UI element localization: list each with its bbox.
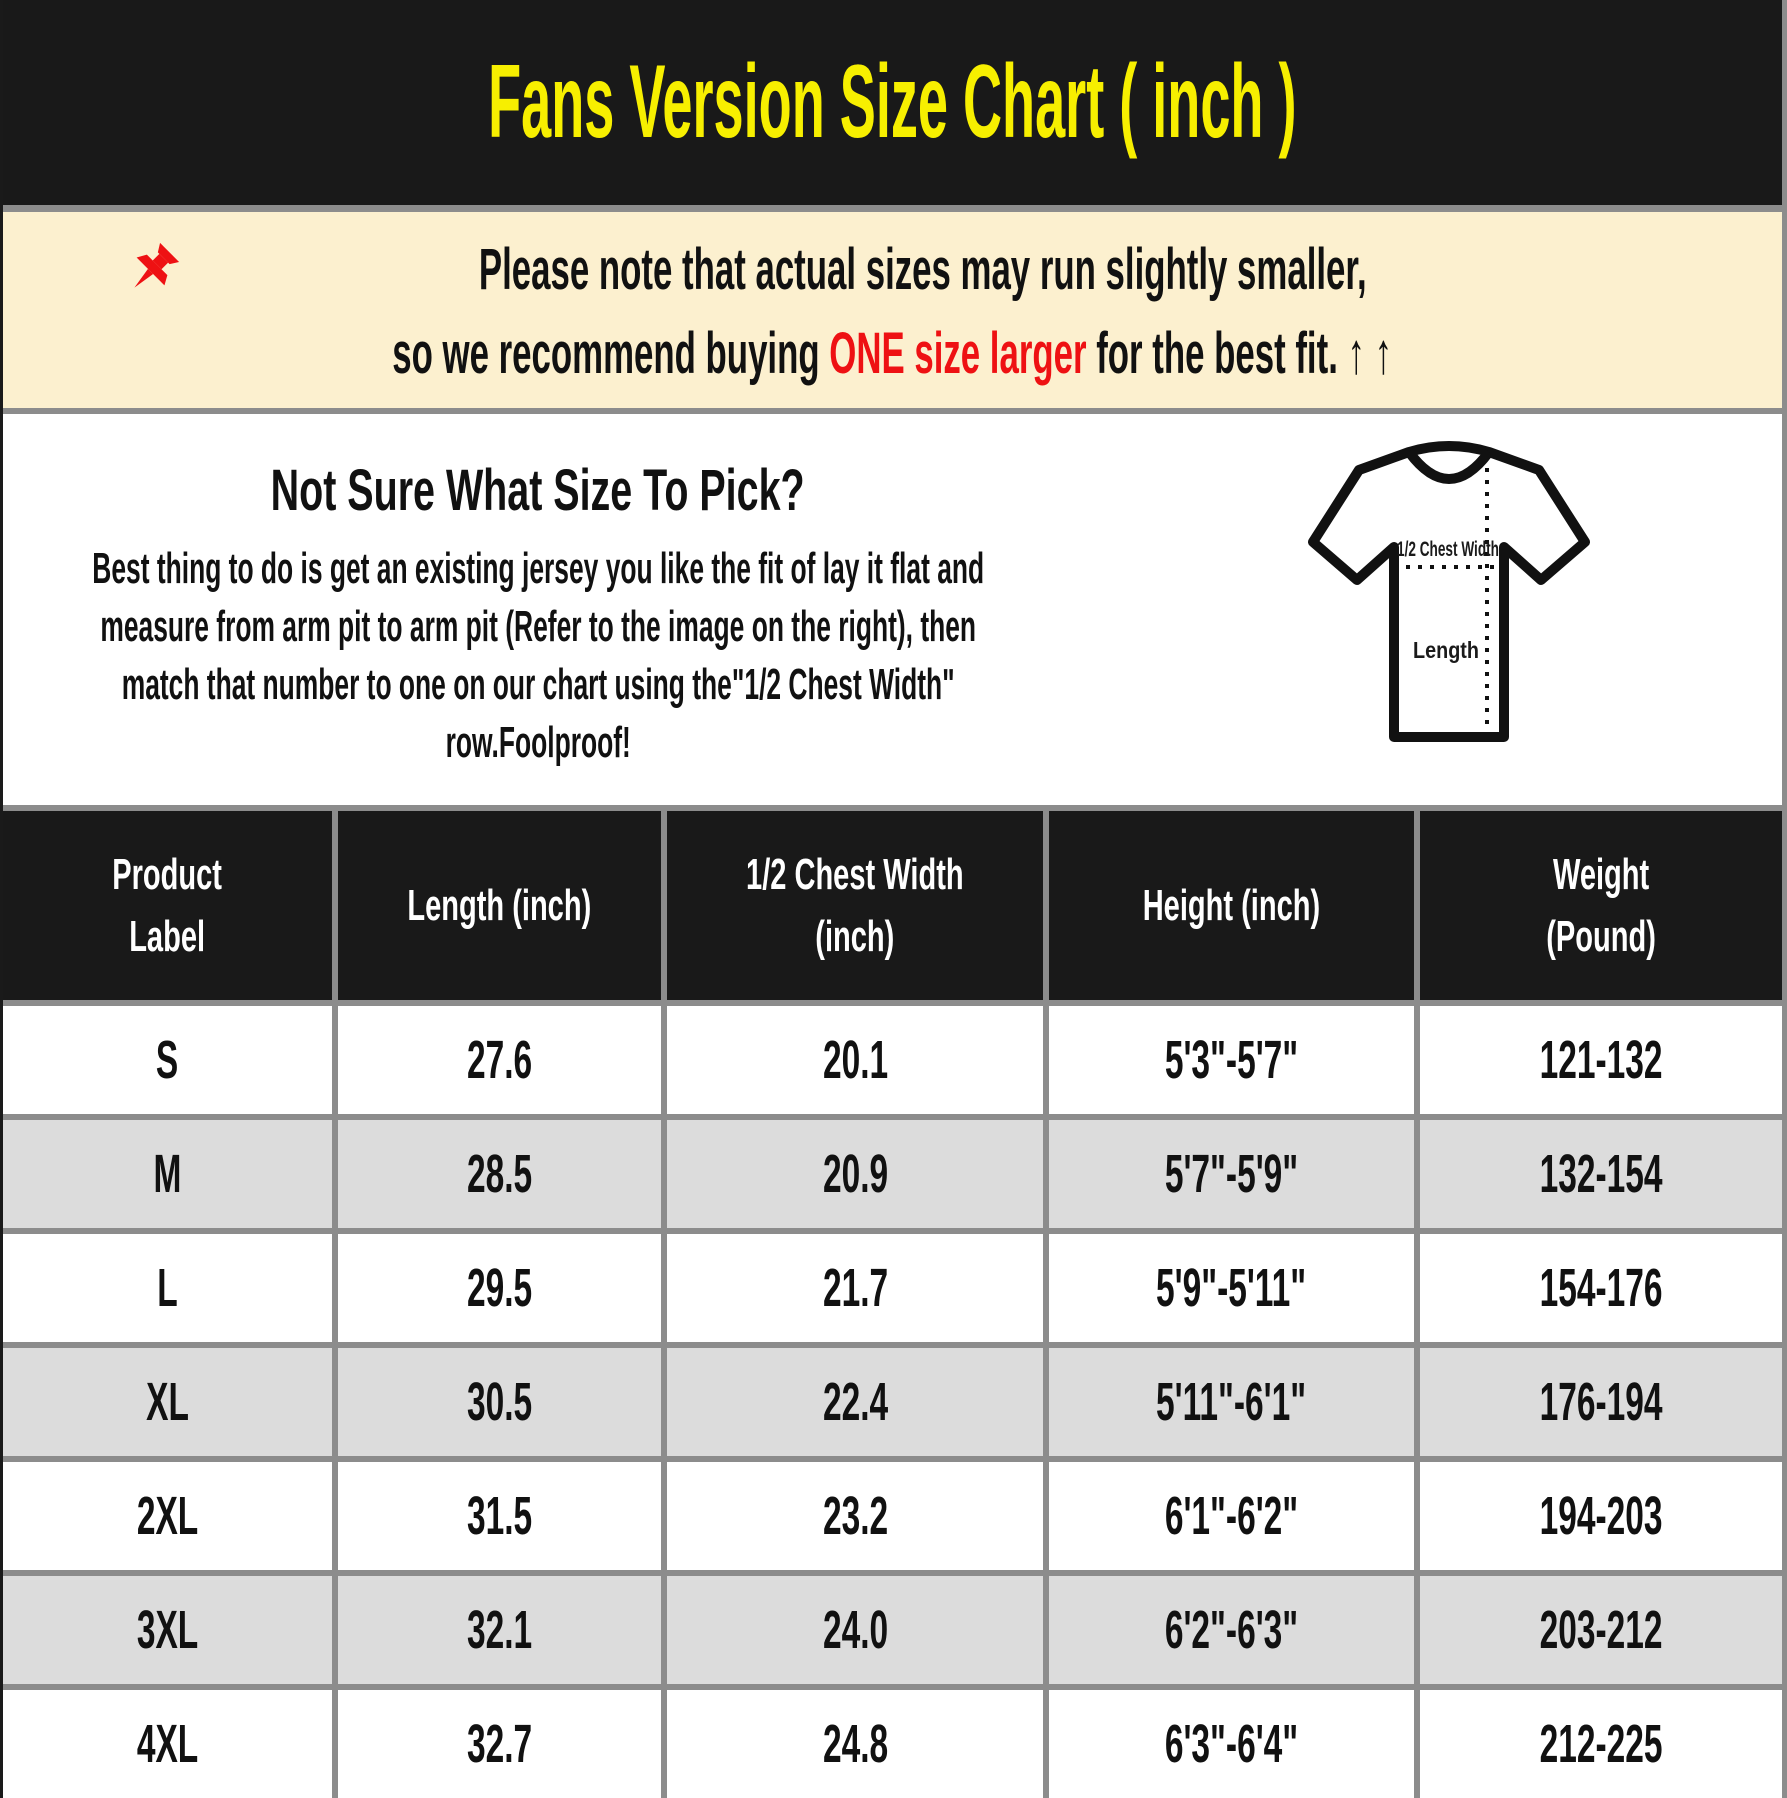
highlight-one-size-larger: ONE size larger: [829, 321, 1087, 386]
guide-heading: Not Sure What Size To Pick?: [271, 458, 805, 523]
divider: [3, 205, 1782, 212]
column-header-product-label: Product Label: [3, 805, 338, 1006]
cell-chest-width: 24.8: [660, 1684, 1050, 1798]
cell-size-label: M: [3, 1114, 338, 1234]
cell-length: 30.5: [331, 1342, 668, 1462]
table-row-4xl: 4XL 32.7 24.8 6'3"-6'4" 212-225: [3, 1684, 1782, 1798]
guide-section: Not Sure What Size To Pick? Best thing t…: [3, 414, 1782, 805]
cell-weight: 203-212: [1413, 1570, 1782, 1690]
cell-size-label: 4XL: [3, 1684, 338, 1798]
notice-text-2-suffix: for the best fit. ↑ ↑: [1086, 321, 1393, 386]
notice-text-2: so we recommend buying ONE size larger f…: [393, 322, 1393, 386]
cell-chest-width: 20.1: [660, 1000, 1050, 1120]
table-row-s: S 27.6 20.1 5'3"-5'7" 121-132: [3, 1000, 1782, 1120]
notice-line-1: Please note that actual sizes may run sl…: [123, 238, 1663, 302]
table-row-xl: XL 30.5 22.4 5'11"-6'1" 176-194: [3, 1342, 1782, 1462]
page-title: Fans Version Size Chart ( inch ): [488, 44, 1297, 160]
table-row-l: L 29.5 21.7 5'9"-5'11" 154-176: [3, 1228, 1782, 1348]
cell-length: 27.6: [331, 1000, 668, 1120]
cell-weight: 176-194: [1413, 1342, 1782, 1462]
divider: [3, 408, 1782, 414]
table-row-m: M 28.5 20.9 5'7"-5'9" 132-154: [3, 1114, 1782, 1234]
cell-height: 5'9"-5'11": [1043, 1228, 1420, 1348]
cell-chest-width: 21.7: [660, 1228, 1050, 1348]
table-row-2xl: 2XL 31.5 23.2 6'1"-6'2" 194-203: [3, 1456, 1782, 1576]
cell-weight: 212-225: [1413, 1684, 1782, 1798]
cell-length: 32.7: [331, 1684, 668, 1798]
cell-length: 29.5: [331, 1228, 668, 1348]
cell-chest-width: 24.0: [660, 1570, 1050, 1690]
column-header-half-chest-width: 1/2 Chest Width (inch): [660, 805, 1050, 1006]
notice-text-1: Please note that actual sizes may run sl…: [478, 237, 1367, 302]
column-header-length: Length (inch): [331, 805, 668, 1006]
cell-length: 31.5: [331, 1456, 668, 1576]
tshirt-icon: 1/2 Chest Width Length: [1308, 441, 1590, 742]
cell-size-label: 2XL: [3, 1456, 338, 1576]
notice-text-2-prefix: so we recommend buying: [392, 321, 830, 386]
cell-chest-width: 23.2: [660, 1456, 1050, 1576]
chest-width-label: 1/2 Chest Width: [1397, 538, 1499, 561]
cell-height: 6'1"-6'2": [1043, 1456, 1420, 1576]
tshirt-diagram: 1/2 Chest Width Length: [1299, 432, 1599, 762]
pushpin-icon: [134, 242, 179, 288]
cell-size-label: S: [3, 1000, 338, 1120]
column-header-height: Height (inch): [1043, 805, 1420, 1006]
length-label: Length: [1413, 637, 1479, 663]
cell-chest-width: 22.4: [660, 1342, 1050, 1462]
cell-size-label: 3XL: [3, 1570, 338, 1690]
guide-body: Best thing to do is get an existing jers…: [92, 544, 985, 767]
cell-height: 6'3"-6'4": [1043, 1684, 1420, 1798]
cell-size-label: XL: [3, 1342, 338, 1462]
cell-length: 28.5: [331, 1114, 668, 1234]
column-header-weight: Weight (Pound): [1413, 805, 1782, 1006]
cell-length: 32.1: [331, 1570, 668, 1690]
title-bar: Fans Version Size Chart ( inch ): [3, 0, 1782, 205]
table-header-row: Product Label Length (inch) 1/2 Chest Wi…: [3, 805, 1782, 1006]
cell-height: 6'2"-6'3": [1043, 1570, 1420, 1690]
cell-height: 5'7"-5'9": [1043, 1114, 1420, 1234]
cell-size-label: L: [3, 1228, 338, 1348]
cell-height: 5'11"-6'1": [1043, 1342, 1420, 1462]
cell-weight: 154-176: [1413, 1228, 1782, 1348]
cell-weight: 121-132: [1413, 1000, 1782, 1120]
cell-height: 5'3"-5'7": [1043, 1000, 1420, 1120]
notice-line-2: so we recommend buying ONE size larger f…: [59, 322, 1725, 386]
cell-chest-width: 20.9: [660, 1114, 1050, 1234]
notice-banner: Please note that actual sizes may run sl…: [3, 212, 1782, 408]
table-row-3xl: 3XL 32.1 24.0 6'2"-6'3" 203-212: [3, 1570, 1782, 1690]
cell-weight: 132-154: [1413, 1114, 1782, 1234]
size-table: Product Label Length (inch) 1/2 Chest Wi…: [3, 805, 1782, 1798]
cell-weight: 194-203: [1413, 1456, 1782, 1576]
guide-text: Not Sure What Size To Pick? Best thing t…: [3, 458, 1073, 772]
